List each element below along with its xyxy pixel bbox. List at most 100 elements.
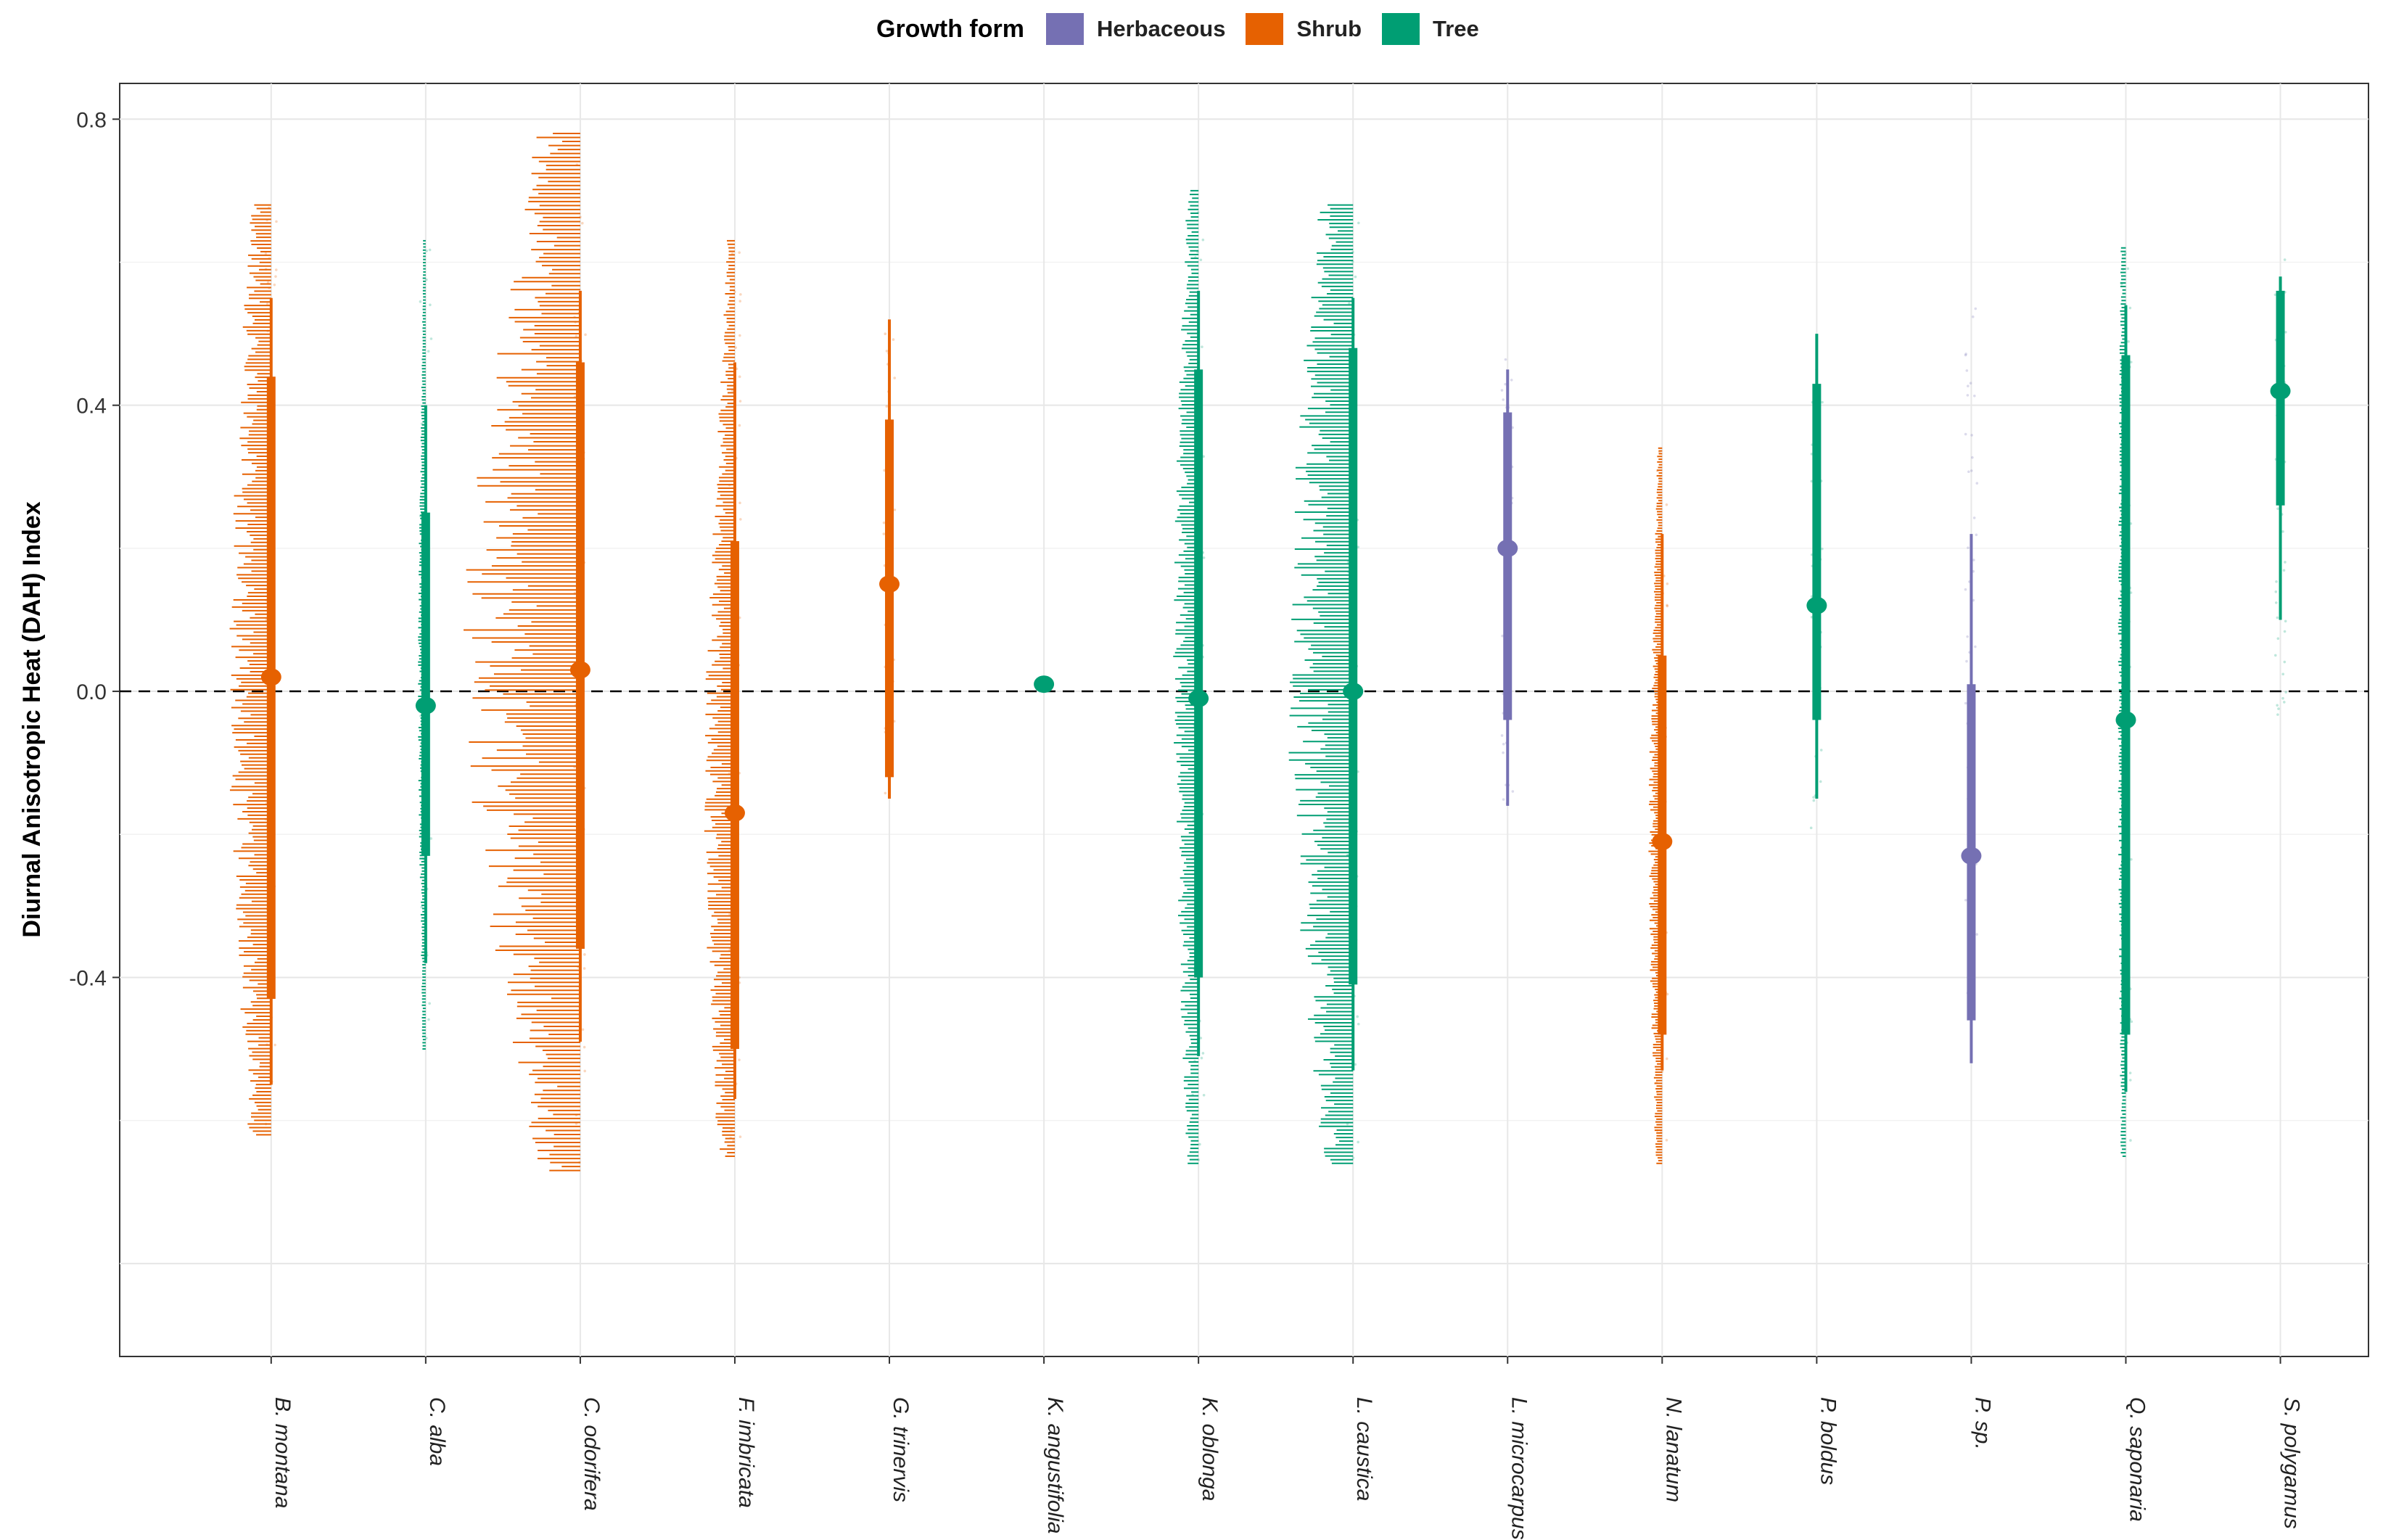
raw-point (1964, 588, 1967, 591)
raw-point (1974, 307, 1977, 310)
raw-point (2284, 691, 2288, 694)
y-axis-label: Diurnal Anisotropic Heat (DAH) Index (18, 501, 46, 937)
raw-point (425, 278, 428, 281)
x-tick-label: S. polygamus (2280, 1397, 2304, 1529)
legend-item-shrub: Shrub (1246, 13, 1362, 45)
raw-point (2283, 630, 2287, 633)
raw-point (1501, 634, 1504, 638)
x-tick-label: Q. saponaria (2125, 1397, 2149, 1522)
raw-point (733, 290, 736, 294)
raw-point (2128, 1079, 2132, 1082)
raw-point (1346, 1122, 1349, 1126)
raw-point (738, 375, 741, 379)
raw-point (882, 521, 886, 524)
x-tick-label: N. lanatum (1661, 1397, 1685, 1502)
raw-point (2283, 660, 2287, 664)
raw-point (1666, 604, 1668, 607)
raw-point (427, 350, 430, 353)
legend-label-tree: Tree (1433, 16, 1479, 41)
raw-point (1809, 826, 1813, 830)
raw-point (1199, 258, 1203, 262)
raw-point (1666, 582, 1669, 585)
raw-point (266, 302, 269, 305)
x-tick-label: C. odorifera (580, 1397, 604, 1511)
median-point (569, 661, 590, 679)
raw-point (1821, 547, 1824, 551)
raw-point (2276, 507, 2279, 511)
raw-point (2273, 654, 2277, 657)
raw-point (583, 1069, 587, 1073)
species-group-lmicrocarpus (1497, 358, 1518, 806)
raw-point (1975, 482, 1979, 485)
raw-point (2124, 252, 2127, 255)
raw-point (1202, 556, 1206, 559)
raw-point (1965, 659, 1968, 663)
raw-point (1964, 701, 1967, 705)
x-tick-label: F. imbricata (734, 1397, 758, 1508)
raw-point (1975, 933, 1978, 936)
raw-point (2281, 530, 2284, 533)
raw-point (738, 300, 742, 302)
raw-point (2281, 672, 2285, 676)
raw-point (1971, 456, 1974, 459)
raw-point (274, 275, 277, 278)
raw-point (1812, 796, 1815, 799)
median-point (1343, 683, 1364, 701)
raw-point (2128, 1071, 2132, 1075)
raw-point (1821, 400, 1824, 404)
y-tick-label: 0.0 (76, 680, 107, 704)
species-group-fimbricata (704, 239, 745, 1157)
raw-point (1970, 469, 1973, 472)
raw-point (893, 376, 897, 379)
raw-point (1812, 799, 1816, 802)
raw-point (1665, 503, 1668, 506)
raw-point (1975, 533, 1978, 537)
raw-point (1819, 749, 1823, 752)
species-group-nlanatum (1648, 447, 1673, 1164)
raw-point (1665, 1138, 1668, 1142)
raw-point (1199, 1037, 1203, 1039)
raw-point (580, 221, 584, 225)
raw-point (885, 350, 889, 353)
raw-point (1201, 1052, 1205, 1055)
species-group-spolygamus (2270, 258, 2291, 716)
raw-point (2130, 857, 2133, 861)
raw-point (2274, 601, 2278, 604)
raw-point (1502, 742, 1505, 746)
median-point (879, 575, 900, 593)
raw-point (266, 281, 270, 284)
raw-point (738, 501, 741, 505)
raw-point (1348, 302, 1351, 305)
raw-point (738, 400, 742, 403)
raw-point (1666, 1057, 1668, 1061)
species-group-codorifera (464, 133, 590, 1172)
raw-point (1354, 275, 1357, 279)
raw-point (1966, 635, 1969, 638)
species-group-kangustifolia (1034, 675, 1055, 693)
raw-point (1201, 345, 1203, 348)
species-group-gtrinervis (879, 319, 900, 799)
raw-point (738, 424, 741, 427)
raw-point (1500, 389, 1504, 392)
raw-point (1964, 353, 1967, 355)
raw-point (1502, 751, 1505, 754)
raw-point (734, 346, 738, 349)
median-point (724, 804, 745, 822)
raw-point (2128, 306, 2132, 310)
raw-point (584, 333, 587, 337)
raw-point (1971, 315, 1975, 318)
x-tick-label: P. sp. (1970, 1397, 1994, 1450)
legend-title: Growth form (876, 15, 1024, 43)
raw-point (273, 283, 276, 287)
raw-point (428, 248, 432, 252)
raw-point (1966, 394, 1970, 397)
raw-point (1202, 1094, 1206, 1097)
raw-point (583, 1045, 586, 1049)
raw-point (738, 334, 741, 337)
raw-point (581, 1028, 585, 1032)
violin-marks (229, 133, 2291, 1172)
raw-point (1973, 394, 1976, 398)
raw-point (2126, 267, 2130, 271)
raw-point (2283, 258, 2287, 261)
raw-point (2130, 1020, 2133, 1024)
